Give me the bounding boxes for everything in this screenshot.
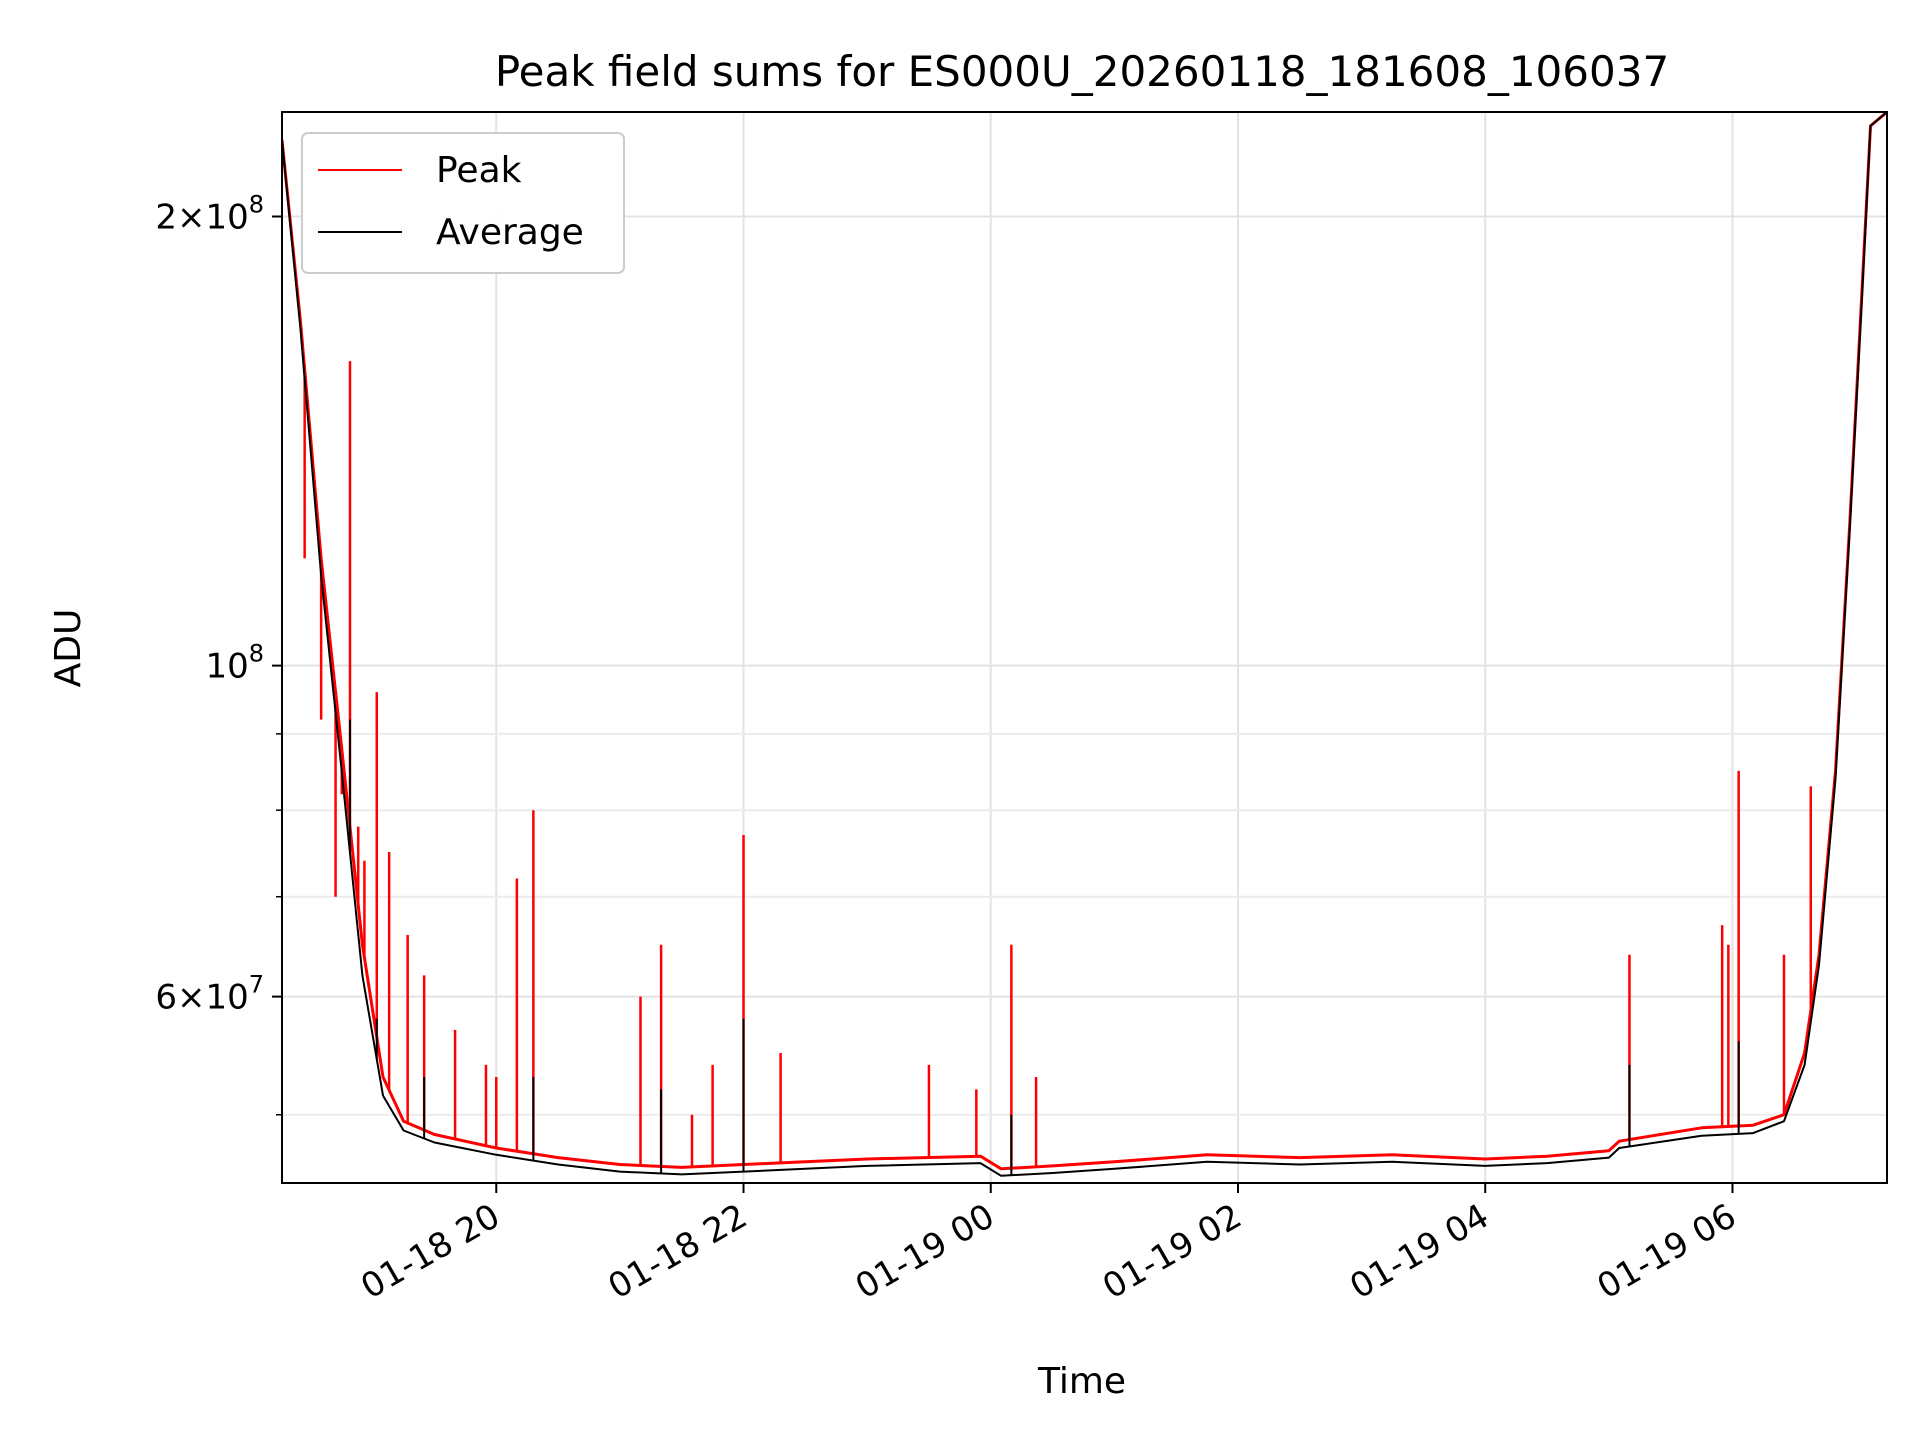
y-axis: 6×107 108 2×108 — [155, 190, 282, 1116]
plot-area — [282, 112, 1887, 1177]
x-axis-label: Time — [1037, 1361, 1126, 1402]
legend-label-average: Average — [436, 212, 584, 253]
legend-label-peak: Peak — [436, 150, 522, 191]
series-peak-line — [282, 112, 1887, 1171]
y-tick-label-2: 2×108 — [155, 190, 264, 237]
chart-title: Peak field sums for ES000U_20260118_1816… — [495, 47, 1669, 96]
series-average-line — [282, 112, 1887, 1177]
legend-box — [301, 132, 625, 274]
y-tick-label-1: 108 — [205, 640, 264, 687]
y-axis-label: ADU — [48, 609, 89, 688]
legend: Peak Average — [301, 132, 625, 274]
plot-frame — [281, 111, 1888, 1184]
y-tick-label-0: 6×107 — [155, 971, 264, 1018]
